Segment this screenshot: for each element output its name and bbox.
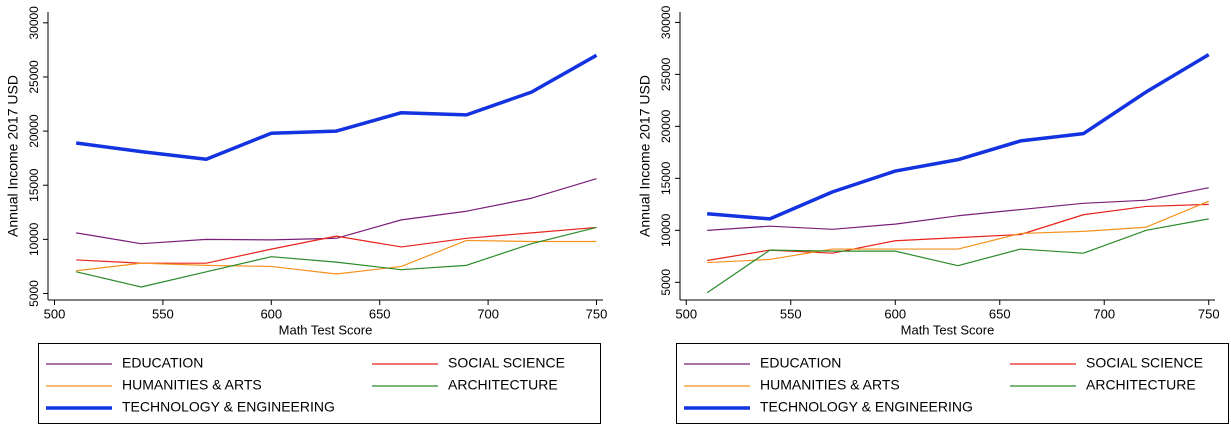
legend-box [38, 343, 601, 424]
legend-box [676, 343, 1229, 424]
x-tick-label: 700 [477, 306, 499, 321]
series-line [707, 200, 1209, 264]
legend-label: ARCHITECTURE [1086, 377, 1196, 393]
series-line [707, 53, 1210, 221]
legend-label: SOCIAL SCIENCE [1086, 355, 1203, 371]
y-tick-label: 5000 [659, 269, 673, 296]
series-line [76, 226, 597, 264]
x-tick-label: 650 [989, 306, 1011, 321]
legend-label: SOCIAL SCIENCE [448, 355, 565, 371]
x-tick-label: 600 [260, 306, 282, 321]
y-axis-title: Annual Income 2017 USD [5, 75, 21, 237]
x-axis-title: Math Test Score [901, 322, 995, 337]
y-tick-label: 20000 [27, 114, 41, 148]
y-tick-label: 20000 [659, 109, 673, 143]
legend-label: EDUCATION [760, 355, 841, 371]
series-line [707, 187, 1209, 231]
y-tick-label: 25000 [27, 60, 41, 94]
y-tick-label: 10000 [659, 213, 673, 247]
legend-label: HUMANITIES & ARTS [122, 377, 262, 393]
series-line [706, 218, 1209, 294]
series-line [707, 203, 1209, 262]
series-line [76, 226, 597, 288]
x-tick-label: 550 [152, 306, 174, 321]
x-tick-label: 600 [884, 306, 906, 321]
y-tick-label: 10000 [27, 222, 41, 256]
legend-label: TECHNOLOGY & ENGINEERING [122, 399, 335, 415]
series-line [76, 178, 597, 245]
legend-label: TECHNOLOGY & ENGINEERING [760, 399, 973, 415]
y-tick-label: 15000 [27, 168, 41, 202]
legend-label: EDUCATION [122, 355, 203, 371]
x-tick-label: 500 [675, 306, 697, 321]
y-tick-label: 15000 [659, 161, 673, 195]
x-tick-label: 750 [1198, 306, 1220, 321]
y-tick-label: 25000 [659, 57, 673, 91]
series-line [76, 239, 597, 275]
x-tick-label: 550 [780, 306, 802, 321]
legend-label: ARCHITECTURE [448, 377, 558, 393]
y-tick-label: 30000 [27, 6, 41, 40]
x-tick-label: 700 [1093, 306, 1115, 321]
x-tick-label: 650 [369, 306, 391, 321]
x-tick-label: 750 [586, 306, 608, 321]
y-tick-label: 5000 [27, 280, 41, 307]
x-tick-label: 500 [44, 306, 66, 321]
y-tick-label: 30000 [659, 5, 673, 39]
x-axis-title: Math Test Score [279, 322, 373, 337]
y-axis-title: Annual Income 2017 USD [637, 75, 653, 237]
series-line [75, 53, 598, 161]
legend-label: HUMANITIES & ARTS [760, 377, 900, 393]
